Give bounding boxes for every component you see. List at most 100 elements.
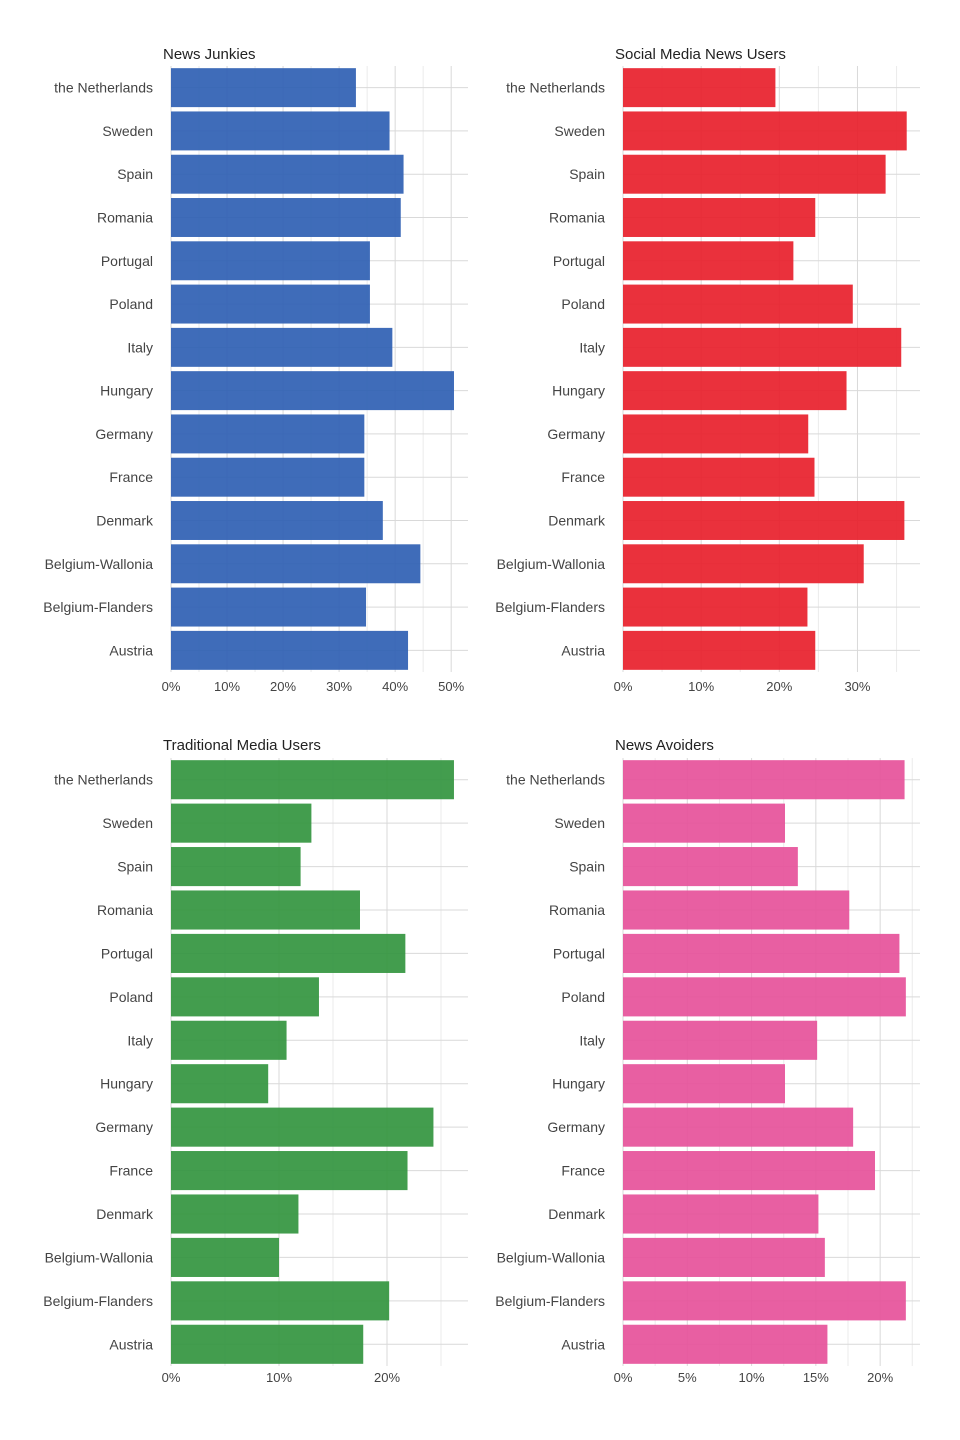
bar [623,1237,825,1277]
category-label: Belgium-Wallonia [45,1249,154,1265]
chart-title: News Avoiders [615,737,714,754]
category-label: Portugal [101,253,153,269]
bar [623,154,886,194]
bar [171,284,370,324]
category-label: France [561,469,605,485]
bar [623,890,850,930]
category-label: Denmark [96,513,154,529]
category-label: Belgium-Wallonia [497,1249,606,1265]
tick-label: 10% [688,679,714,694]
bar [171,977,319,1017]
chart-panel: the Netherlands Sweden Spain Romania Portuga… [43,46,468,694]
bar [623,1064,785,1104]
category-label: Poland [561,989,605,1005]
bar [171,414,365,454]
chart-panel: the Netherlands Sweden Spain Romania Portuga… [495,46,920,694]
tick-label: 20% [270,679,296,694]
bar [623,68,776,108]
bar [623,803,785,843]
bar [171,501,383,540]
bar [623,327,902,367]
category-label: France [109,1163,153,1179]
tick-label: 15% [803,1370,829,1385]
bar [171,198,401,237]
tick-label: 50% [438,679,464,694]
category-label: Hungary [552,1076,605,1092]
category-label: Spain [569,859,605,875]
category-label: Germany [95,1119,153,1135]
category-label: Denmark [96,1206,154,1222]
category-label: Sweden [102,123,153,139]
category-label: the Netherlands [54,772,153,788]
category-label: Hungary [100,383,153,399]
bar [623,371,847,411]
bar [623,1194,819,1234]
bar [623,1324,828,1364]
bar [171,1151,408,1191]
bar [171,1107,434,1147]
bar [623,760,905,800]
category-label: Austria [109,1336,153,1352]
bar [623,587,808,627]
chart-title: News Junkies [163,46,256,63]
bar [171,154,404,194]
bar [171,890,360,930]
category-label: France [109,469,153,485]
tick-label: 0% [162,679,181,694]
tick-label: 0% [162,1370,181,1385]
tick-label: 10% [266,1370,292,1385]
bar [171,803,312,843]
category-label: Romania [97,210,153,226]
bar [171,457,365,497]
category-label: Germany [547,426,605,442]
category-label: Romania [97,902,153,918]
tick-label: 0% [614,1370,633,1385]
category-label: Italy [579,339,605,355]
category-label: Belgium-Flanders [495,1293,605,1309]
bar [623,933,900,973]
category-label: Spain [117,859,153,875]
tick-label: 30% [326,679,352,694]
tick-label: 0% [614,679,633,694]
category-label: Romania [549,902,605,918]
category-label: Belgium-Wallonia [45,556,154,572]
chart-title: Social Media News Users [615,46,786,63]
bar [171,68,356,108]
category-label: the Netherlands [54,80,153,96]
tick-label: 20% [867,1370,893,1385]
bar [623,544,864,584]
bar [623,1107,854,1147]
category-label: Belgium-Wallonia [497,556,606,572]
tick-label: 30% [844,679,870,694]
bar [171,1020,287,1060]
tick-label: 20% [766,679,792,694]
bar [171,1237,279,1277]
category-label: the Netherlands [506,80,605,96]
category-label: Hungary [100,1076,153,1092]
bar [623,414,809,454]
bar [623,111,907,151]
bar [171,544,421,584]
category-label: Austria [109,642,153,658]
category-label: Portugal [553,253,605,269]
tick-label: 5% [678,1370,697,1385]
bar [171,111,390,151]
chart-panel: the Netherlands Sweden Spain Romania Portuga… [43,737,468,1385]
tick-label: 20% [374,1370,400,1385]
bar [623,1020,818,1060]
bar [171,371,454,411]
category-label: Portugal [553,945,605,961]
bar [623,1281,906,1321]
bar [171,847,301,887]
category-label: Spain [569,166,605,182]
category-label: Sweden [554,123,605,139]
bar [623,457,815,497]
tick-label: 40% [382,679,408,694]
category-label: France [561,1163,605,1179]
category-label: Spain [117,166,153,182]
bar [623,630,816,670]
category-label: Denmark [548,513,606,529]
category-label: Belgium-Flanders [43,599,153,615]
bar [623,977,906,1017]
